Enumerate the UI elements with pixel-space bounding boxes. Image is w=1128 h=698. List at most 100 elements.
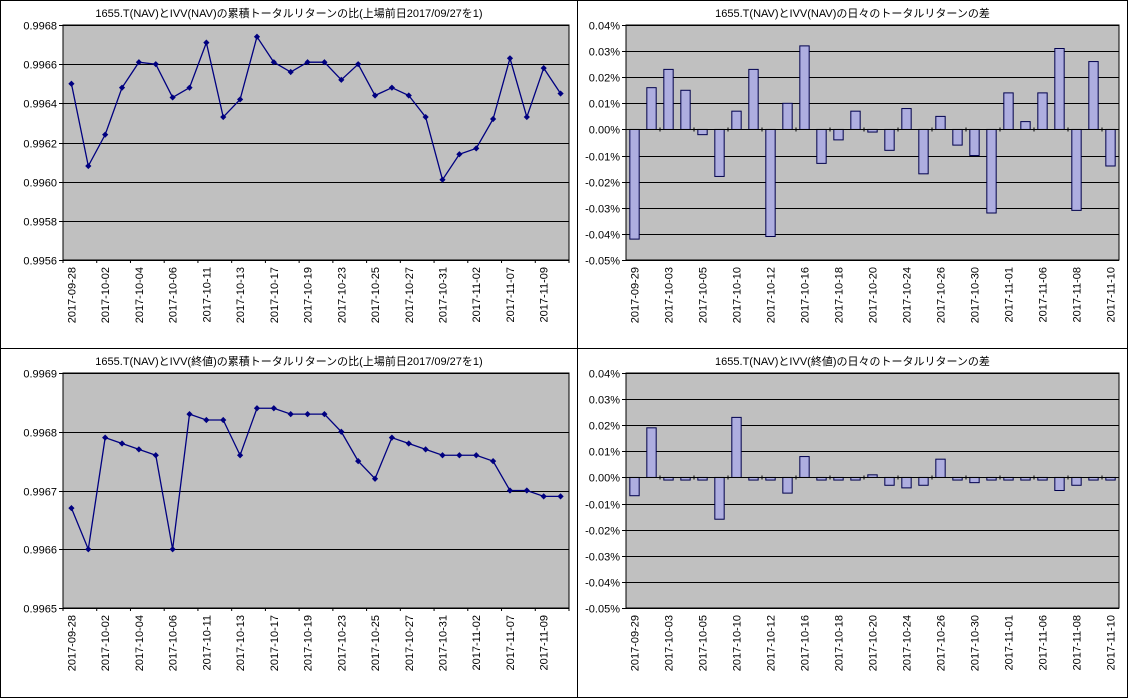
svg-text:2017-10-02: 2017-10-02 bbox=[100, 267, 112, 323]
svg-text:0.9966: 0.9966 bbox=[23, 60, 57, 72]
svg-text:0.9964: 0.9964 bbox=[23, 99, 57, 111]
svg-text:2017-11-08: 2017-11-08 bbox=[1072, 615, 1084, 670]
svg-text:2017-10-06: 2017-10-06 bbox=[168, 267, 180, 323]
svg-text:0.9967: 0.9967 bbox=[23, 487, 57, 499]
nav-daily-diff-plot: -0.05% -0.04% -0.03% -0.02% -0.01% 0.00% 0.01%… bbox=[585, 21, 1120, 323]
svg-text:2017-10-24: 2017-10-24 bbox=[902, 615, 914, 671]
svg-text:2017-11-07: 2017-11-07 bbox=[505, 267, 517, 322]
svg-text:0.9966: 0.9966 bbox=[23, 545, 57, 557]
svg-text:2017-10-26: 2017-10-26 bbox=[936, 615, 948, 671]
svg-text:2017-10-31: 2017-10-31 bbox=[438, 267, 450, 323]
svg-text:2017-09-28: 2017-09-28 bbox=[66, 267, 78, 323]
svg-text:0.03%: 0.03% bbox=[589, 47, 620, 59]
svg-text:2017-11-01: 2017-11-01 bbox=[1004, 267, 1016, 322]
svg-text:2017-10-03: 2017-10-03 bbox=[664, 615, 676, 671]
svg-text:2017-10-27: 2017-10-27 bbox=[404, 615, 416, 671]
svg-text:-0.05%: -0.05% bbox=[585, 256, 620, 268]
chart-title: 1655.T(NAV)とIVV(終値)の日々のトータルリターンの差 bbox=[715, 356, 990, 368]
nav-cumulative-ratio-plot: 0.9956 0.9958 0.9960 0.9962 0.9964 0.9966 0.99… bbox=[23, 21, 570, 323]
svg-text:-0.04%: -0.04% bbox=[585, 578, 620, 590]
svg-text:2017-10-17: 2017-10-17 bbox=[269, 267, 281, 323]
svg-text:2017-10-24: 2017-10-24 bbox=[902, 267, 914, 323]
svg-text:2017-10-10: 2017-10-10 bbox=[732, 267, 744, 323]
svg-text:-0.02%: -0.02% bbox=[585, 526, 620, 538]
svg-text:2017-10-18: 2017-10-18 bbox=[834, 267, 846, 323]
svg-text:2017-10-26: 2017-10-26 bbox=[936, 267, 948, 323]
chart-nav-cumulative-ratio: 1655.T(NAV)とIVV(NAV)の累積トータルリターンの比(上場前日20… bbox=[1, 1, 578, 349]
svg-text:0.01%: 0.01% bbox=[589, 99, 620, 111]
svg-text:-0.04%: -0.04% bbox=[585, 230, 620, 242]
svg-text:2017-10-12: 2017-10-12 bbox=[766, 615, 778, 671]
svg-text:-0.01%: -0.01% bbox=[585, 500, 620, 512]
svg-text:2017-11-06: 2017-11-06 bbox=[1038, 615, 1050, 670]
svg-text:2017-11-02: 2017-11-02 bbox=[471, 615, 483, 670]
svg-text:2017-10-06: 2017-10-06 bbox=[168, 615, 180, 671]
svg-text:-0.05%: -0.05% bbox=[585, 604, 620, 616]
svg-text:0.02%: 0.02% bbox=[589, 73, 620, 85]
svg-text:2017-10-23: 2017-10-23 bbox=[336, 267, 348, 323]
svg-text:-0.01%: -0.01% bbox=[585, 152, 620, 164]
svg-text:2017-11-09: 2017-11-09 bbox=[539, 615, 551, 670]
svg-text:2017-10-12: 2017-10-12 bbox=[766, 267, 778, 323]
svg-text:0.00%: 0.00% bbox=[589, 125, 620, 137]
svg-text:2017-10-05: 2017-10-05 bbox=[698, 267, 710, 323]
svg-text:2017-09-29: 2017-09-29 bbox=[630, 267, 642, 323]
svg-text:2017-11-02: 2017-11-02 bbox=[471, 267, 483, 322]
svg-text:2017-09-28: 2017-09-28 bbox=[66, 615, 78, 671]
svg-text:2017-11-10: 2017-11-10 bbox=[1106, 267, 1118, 322]
svg-text:-0.03%: -0.03% bbox=[585, 204, 620, 216]
svg-text:2017-10-04: 2017-10-04 bbox=[134, 267, 146, 323]
svg-text:0.03%: 0.03% bbox=[589, 395, 620, 407]
close-cumulative-ratio-plot: 0.9965 0.9966 0.9967 0.9968 0.9969 2017-09-28… bbox=[23, 369, 570, 671]
svg-text:2017-10-18: 2017-10-18 bbox=[834, 615, 846, 671]
svg-text:0.04%: 0.04% bbox=[589, 369, 620, 381]
svg-text:2017-10-19: 2017-10-19 bbox=[303, 615, 315, 671]
chart-title: 1655.T(NAV)とIVV(終値)の累積トータルリターンの比(上場前日201… bbox=[95, 356, 483, 368]
svg-text:2017-10-11: 2017-10-11 bbox=[201, 267, 213, 322]
svg-text:2017-10-30: 2017-10-30 bbox=[970, 267, 982, 323]
svg-text:2017-10-05: 2017-10-05 bbox=[698, 615, 710, 671]
svg-text:0.9968: 0.9968 bbox=[23, 21, 57, 33]
svg-text:2017-10-17: 2017-10-17 bbox=[269, 615, 281, 671]
svg-text:2017-10-25: 2017-10-25 bbox=[370, 267, 382, 323]
svg-text:2017-11-07: 2017-11-07 bbox=[505, 615, 517, 670]
svg-text:0.00%: 0.00% bbox=[589, 473, 620, 485]
svg-text:2017-10-25: 2017-10-25 bbox=[370, 615, 382, 671]
svg-text:2017-11-01: 2017-11-01 bbox=[1004, 615, 1016, 670]
svg-text:0.9968: 0.9968 bbox=[23, 428, 57, 440]
svg-text:2017-10-02: 2017-10-02 bbox=[100, 615, 112, 671]
svg-text:2017-10-19: 2017-10-19 bbox=[303, 267, 315, 323]
svg-text:2017-10-13: 2017-10-13 bbox=[235, 267, 247, 323]
svg-text:2017-10-30: 2017-10-30 bbox=[970, 615, 982, 671]
svg-text:2017-10-31: 2017-10-31 bbox=[438, 615, 450, 671]
svg-text:0.02%: 0.02% bbox=[589, 421, 620, 433]
chart-nav-daily-diff: 1655.T(NAV)とIVV(NAV)の日々のトータルリターンの差 -0.05… bbox=[578, 1, 1127, 349]
svg-text:-0.03%: -0.03% bbox=[585, 552, 620, 564]
chart-close-cumulative-ratio: 1655.T(NAV)とIVV(終値)の累積トータルリターンの比(上場前日201… bbox=[1, 349, 578, 697]
svg-text:0.9958: 0.9958 bbox=[23, 217, 57, 229]
svg-text:2017-10-11: 2017-10-11 bbox=[201, 615, 213, 670]
close-daily-diff-plot: -0.05% -0.04% -0.03% -0.02% -0.01% 0.00% 0.01%… bbox=[585, 369, 1120, 671]
svg-text:0.9960: 0.9960 bbox=[23, 178, 57, 190]
chart-title: 1655.T(NAV)とIVV(NAV)の累積トータルリターンの比(上場前日20… bbox=[95, 8, 483, 20]
svg-text:0.04%: 0.04% bbox=[589, 21, 620, 33]
svg-text:2017-10-20: 2017-10-20 bbox=[868, 615, 880, 671]
svg-text:2017-10-16: 2017-10-16 bbox=[800, 615, 812, 671]
svg-text:0.9965: 0.9965 bbox=[23, 604, 57, 616]
svg-text:0.9962: 0.9962 bbox=[23, 139, 57, 151]
svg-text:2017-11-08: 2017-11-08 bbox=[1072, 267, 1084, 322]
svg-text:2017-10-23: 2017-10-23 bbox=[336, 615, 348, 671]
chart-close-daily-diff: 1655.T(NAV)とIVV(終値)の日々のトータルリターンの差 -0.05%… bbox=[578, 349, 1127, 697]
svg-text:0.9969: 0.9969 bbox=[23, 369, 57, 381]
svg-text:2017-10-13: 2017-10-13 bbox=[235, 615, 247, 671]
svg-text:2017-10-16: 2017-10-16 bbox=[800, 267, 812, 323]
svg-text:2017-11-10: 2017-11-10 bbox=[1106, 615, 1118, 670]
svg-text:2017-11-06: 2017-11-06 bbox=[1038, 267, 1050, 322]
svg-text:0.01%: 0.01% bbox=[589, 447, 620, 459]
svg-text:2017-10-27: 2017-10-27 bbox=[404, 267, 416, 323]
svg-text:2017-09-29: 2017-09-29 bbox=[630, 615, 642, 671]
svg-text:2017-10-10: 2017-10-10 bbox=[732, 615, 744, 671]
svg-text:2017-10-04: 2017-10-04 bbox=[134, 615, 146, 671]
svg-text:-0.02%: -0.02% bbox=[585, 178, 620, 190]
